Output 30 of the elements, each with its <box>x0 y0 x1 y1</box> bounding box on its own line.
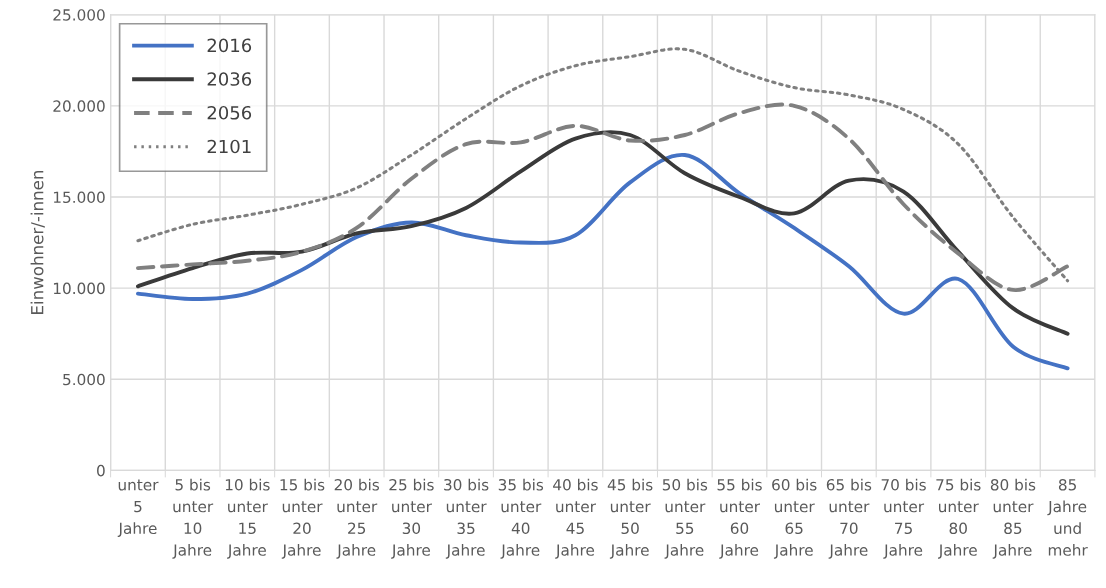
x-tick-label: 20 bis unter 25 Jahre <box>334 478 380 559</box>
x-tick-label: 70 bis unter 75 Jahre <box>881 478 926 559</box>
x-tick-label: 5 bis unter 10 Jahre <box>172 478 214 559</box>
y-tick-label: 0 <box>97 464 105 477</box>
x-tick-label: 25 bis unter 30 Jahre <box>389 478 434 559</box>
legend-label: 2036 <box>207 72 252 86</box>
y-tick-label: 25.000 <box>53 9 105 21</box>
x-tick-label: 15 bis unter 20 Jahre <box>280 478 325 559</box>
x-tick-label: 10 bis unter 15 Jahre <box>225 478 270 559</box>
x-tick-label: 80 bis unter 85 Jahre <box>990 478 1036 559</box>
x-tick-label: 35 bis unter 40 Jahre <box>498 478 544 559</box>
legend-label: 2101 <box>207 139 251 154</box>
y-tick-label: 20.000 <box>53 100 105 112</box>
line-series <box>135 153 1070 371</box>
x-tick-label: 65 bis unter 70 Jahre <box>826 478 872 559</box>
x-tick-label: 55 bis unter 60 Jahre <box>717 478 762 559</box>
x-tick-label: 45 bis unter 50 Jahre <box>607 478 653 559</box>
x-tick-label: unter 5 Jahre <box>117 479 159 537</box>
x-tick-label: 85 Jahre und mehr <box>1047 479 1088 556</box>
x-tick-label: 40 bis unter 45 Jahre <box>553 478 598 559</box>
legend-label: 2056 <box>207 105 252 120</box>
y-tick-label: 5.000 <box>63 373 105 386</box>
x-tick-label: 50 bis unter 55 Jahre <box>662 478 708 559</box>
x-tick-label: 30 bis unter 35 Jahre <box>444 478 489 559</box>
y-axis-title: Einwohner/-innen <box>30 170 45 314</box>
y-tick-label: 10.000 <box>53 282 105 295</box>
x-tick-label: 60 bis unter 65 Jahre <box>772 478 817 559</box>
legend-label: 2016 <box>207 38 252 53</box>
y-tick-label: 15.000 <box>53 191 105 203</box>
x-tick-label: 75 bis unter 80 Jahre <box>936 478 981 559</box>
